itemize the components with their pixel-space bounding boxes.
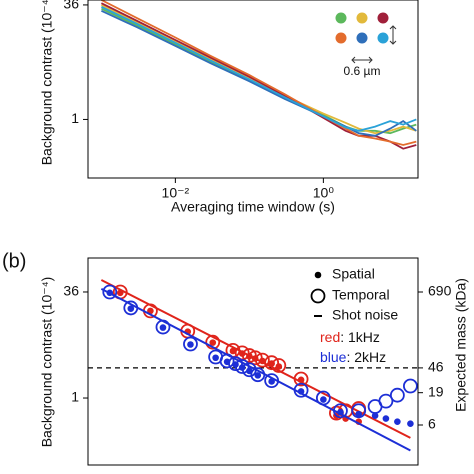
spatial-point (268, 378, 275, 385)
spatial-point (254, 372, 262, 379)
legend-dot (377, 12, 389, 24)
spatial-point (297, 376, 305, 384)
scale-bar-label: 0.6 µm (344, 64, 381, 78)
temporal-point (102, 284, 118, 300)
spatial-point (212, 354, 219, 362)
y-tick-label: 36 (63, 0, 79, 12)
temporal-point (228, 356, 243, 372)
x-tick-label: 10⁻² (162, 185, 190, 201)
y-tick-label: 1 (71, 389, 79, 405)
y-tick-label: 36 (63, 283, 79, 299)
axes-frame (87, 0, 419, 179)
data-line (101, 5, 417, 132)
temporal-point (389, 387, 405, 403)
plot-area (100, 0, 417, 150)
spatial-point (394, 418, 401, 425)
y2-tick-label: 6 (428, 416, 436, 432)
legend-series: red: 1kHz (320, 329, 380, 345)
spatial-point (159, 324, 167, 331)
temporal-point (315, 390, 331, 406)
legend-label: Temporal (332, 287, 390, 303)
spatial-point (337, 408, 344, 416)
y-axis-label: Background contrast (10⁻⁴) (39, 277, 55, 448)
data-line (101, 4, 417, 135)
temporal-point (205, 334, 221, 350)
temporal-point (293, 382, 309, 398)
spatial-point (371, 412, 379, 420)
x-tick-label: 10⁰ (313, 185, 335, 201)
axes-frame (87, 257, 419, 466)
spatial-point (209, 339, 217, 346)
legend-dot (335, 12, 347, 24)
spatial-point (275, 363, 283, 370)
temporal-point (234, 359, 250, 374)
temporal-point (250, 367, 266, 383)
legend-label: Shot noise (332, 307, 398, 323)
spatial-point (355, 410, 362, 418)
temporal-point (219, 353, 235, 369)
legend-dot (356, 32, 368, 44)
plot-area (88, 279, 418, 452)
data-line (101, 7, 417, 135)
spatial-point (382, 415, 390, 422)
legend-temporal-marker (310, 288, 326, 304)
temporal-point (271, 358, 287, 373)
spatial-point (407, 420, 414, 427)
spatial-point (127, 305, 135, 312)
temporal-point (254, 352, 270, 368)
panel-label: (b) (2, 250, 26, 272)
spatial-point (106, 289, 114, 297)
temporal-point (293, 371, 309, 387)
spatial-point (116, 289, 124, 297)
spatial-point (259, 357, 266, 365)
legend-spatial-marker (314, 271, 322, 279)
y2-axis-label: Expected mass (kDa) (453, 278, 469, 412)
temporal-point (264, 355, 280, 371)
spatial-point (187, 341, 194, 348)
legend-dot (356, 12, 368, 24)
scale-arrow (351, 56, 373, 64)
y2-tick-label: 46 (428, 359, 444, 375)
scale-arrow-v (389, 25, 397, 45)
x-axis-label: Averaging time window (s) (171, 199, 335, 215)
legend-dot (335, 32, 347, 44)
legend-label: Spatial (332, 266, 375, 282)
legend-series: blue: 2kHz (320, 349, 386, 365)
y-axis-label: Background contrast (10⁻⁴) (39, 0, 55, 165)
y2-tick-label: 19 (428, 383, 444, 399)
temporal-point (403, 378, 418, 394)
legend-dot (377, 32, 389, 44)
y-tick-label: 1 (71, 110, 79, 126)
temporal-point (264, 373, 280, 389)
spatial-point (297, 388, 305, 395)
temporal-point (333, 403, 348, 419)
temporal-point (241, 362, 257, 378)
spatial-point (320, 396, 327, 403)
temporal-point (123, 300, 139, 316)
temporal-point (378, 393, 394, 409)
temporal-point (155, 319, 171, 335)
temporal-point (183, 336, 198, 352)
y2-tick-label: 690 (428, 283, 452, 299)
spatial-point (229, 347, 237, 355)
